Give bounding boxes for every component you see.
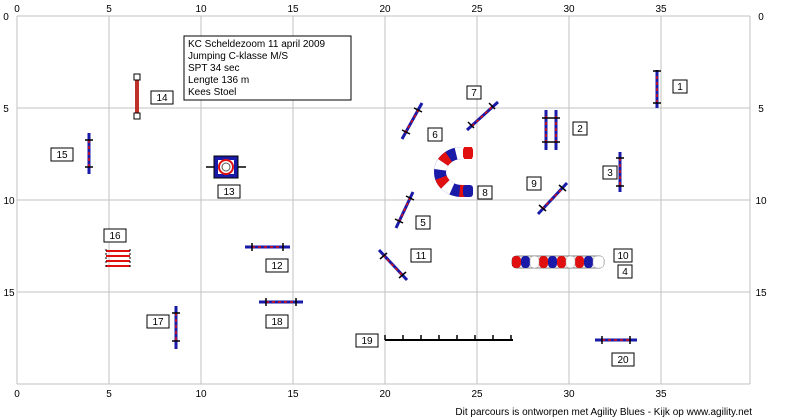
info-line: SPT 34 sec: [188, 63, 240, 74]
obstacle-16-long-jump: [105, 249, 131, 268]
obstacle-1-jump: [653, 70, 661, 108]
y-axis-left: 0 5 10 15: [3, 12, 15, 299]
info-line: Lengte 136 m: [188, 75, 249, 86]
obstacle-13-tyre: [206, 155, 246, 179]
x-tick: 15: [287, 389, 299, 400]
grid: [16, 15, 751, 385]
obstacle-number: 5: [420, 218, 426, 229]
obstacle-5-jump: [394, 191, 415, 229]
obstacle-17-jump: [172, 306, 180, 349]
x-tick: 0: [14, 4, 20, 15]
obstacle-number: 13: [223, 187, 235, 198]
obstacle-18-jump: [259, 298, 303, 306]
y-tick: 0: [758, 12, 764, 23]
x-tick: 5: [106, 389, 112, 400]
x-tick: 35: [655, 4, 667, 15]
x-tick: 30: [563, 4, 575, 15]
obstacle-number: 1: [677, 82, 683, 93]
obstacle-12-jump: [245, 243, 290, 251]
y-tick: 5: [758, 104, 764, 115]
info-line: Kees Stoel: [188, 87, 236, 98]
x-tick: 30: [563, 389, 575, 400]
obstacle-number: 7: [471, 88, 477, 99]
x-tick: 15: [287, 4, 299, 15]
obstacle-15-jump: [85, 133, 93, 174]
y-tick: 5: [3, 104, 9, 115]
x-axis-bottom: 0 5 10 15 20 25 30 35: [14, 389, 667, 400]
footer-credit: Dit parcours is ontworpen met Agility Bl…: [455, 407, 752, 418]
y-tick: 15: [755, 288, 767, 299]
info-line: KC Scheldezoom 11 april 2009: [188, 39, 326, 50]
y-tick: 10: [755, 196, 767, 207]
obstacle-number: 18: [271, 317, 283, 328]
x-tick: 0: [14, 389, 20, 400]
x-tick: 20: [379, 4, 391, 15]
obstacle-number: 4: [622, 267, 628, 278]
obstacle-14-long-jump: [133, 73, 141, 120]
obstacle-number: 10: [617, 251, 629, 262]
info-line: Jumping C-klasse M/S: [188, 51, 288, 62]
obstacle-2-double-jump: [542, 110, 560, 150]
x-tick: 10: [195, 389, 207, 400]
obstacle-19-weave-poles: [384, 335, 513, 341]
x-tick: 10: [195, 4, 207, 15]
obstacle-number: 20: [617, 355, 629, 366]
obstacle-9-jump: [536, 181, 569, 216]
x-tick: 5: [106, 4, 112, 15]
y-axis-right: 0 5 10 15: [755, 12, 767, 299]
obstacle-number: 17: [152, 317, 164, 328]
x-tick: 25: [471, 389, 483, 400]
x-tick: 35: [655, 389, 667, 400]
obstacle-labels: 1 2 3 4 5 6 7 8 9 10 11 12 13 14 15 16 1: [50, 79, 688, 367]
obstacle-number: 9: [531, 179, 537, 190]
obstacle-7-jump: [465, 100, 500, 132]
obstacle-number: 2: [577, 124, 583, 135]
obstacle-number: 14: [156, 93, 168, 104]
obstacle-20-jump: [595, 336, 637, 344]
x-tick: 25: [471, 4, 483, 15]
obstacle-number: 12: [271, 261, 283, 272]
obstacle-8-curved-tunnel: [434, 147, 473, 197]
obstacle-number: 16: [109, 231, 121, 242]
obstacle-number: 6: [432, 130, 438, 141]
obstacle-number: 15: [56, 150, 68, 161]
x-axis-top: 0 5 10 15 20 25 30 35: [14, 4, 667, 15]
y-tick: 10: [3, 196, 15, 207]
obstacle-number: 11: [416, 251, 427, 262]
obstacle-number: 8: [482, 188, 488, 199]
y-tick: 0: [3, 12, 9, 23]
obstacle-3-jump: [616, 152, 624, 192]
obstacle-number: 19: [361, 336, 373, 347]
x-tick: 20: [379, 389, 391, 400]
obstacle-number: 3: [607, 168, 613, 179]
obstacle-10-tunnel: [511, 255, 605, 269]
y-tick: 15: [3, 288, 15, 299]
obstacle-11-jump: [377, 248, 409, 282]
obstacle-6-jump: [400, 102, 424, 140]
course-info-box: KC Scheldezoom 11 april 2009 Jumping C-k…: [183, 35, 352, 101]
